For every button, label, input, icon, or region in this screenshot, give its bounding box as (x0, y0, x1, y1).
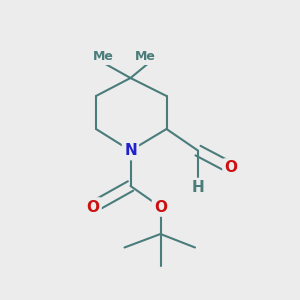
Text: O: O (154, 200, 167, 214)
Text: H: H (192, 180, 204, 195)
Text: Me: Me (93, 50, 114, 64)
Text: O: O (224, 160, 238, 175)
Text: N: N (124, 143, 137, 158)
Text: O: O (86, 200, 100, 214)
Text: Me: Me (135, 50, 156, 64)
